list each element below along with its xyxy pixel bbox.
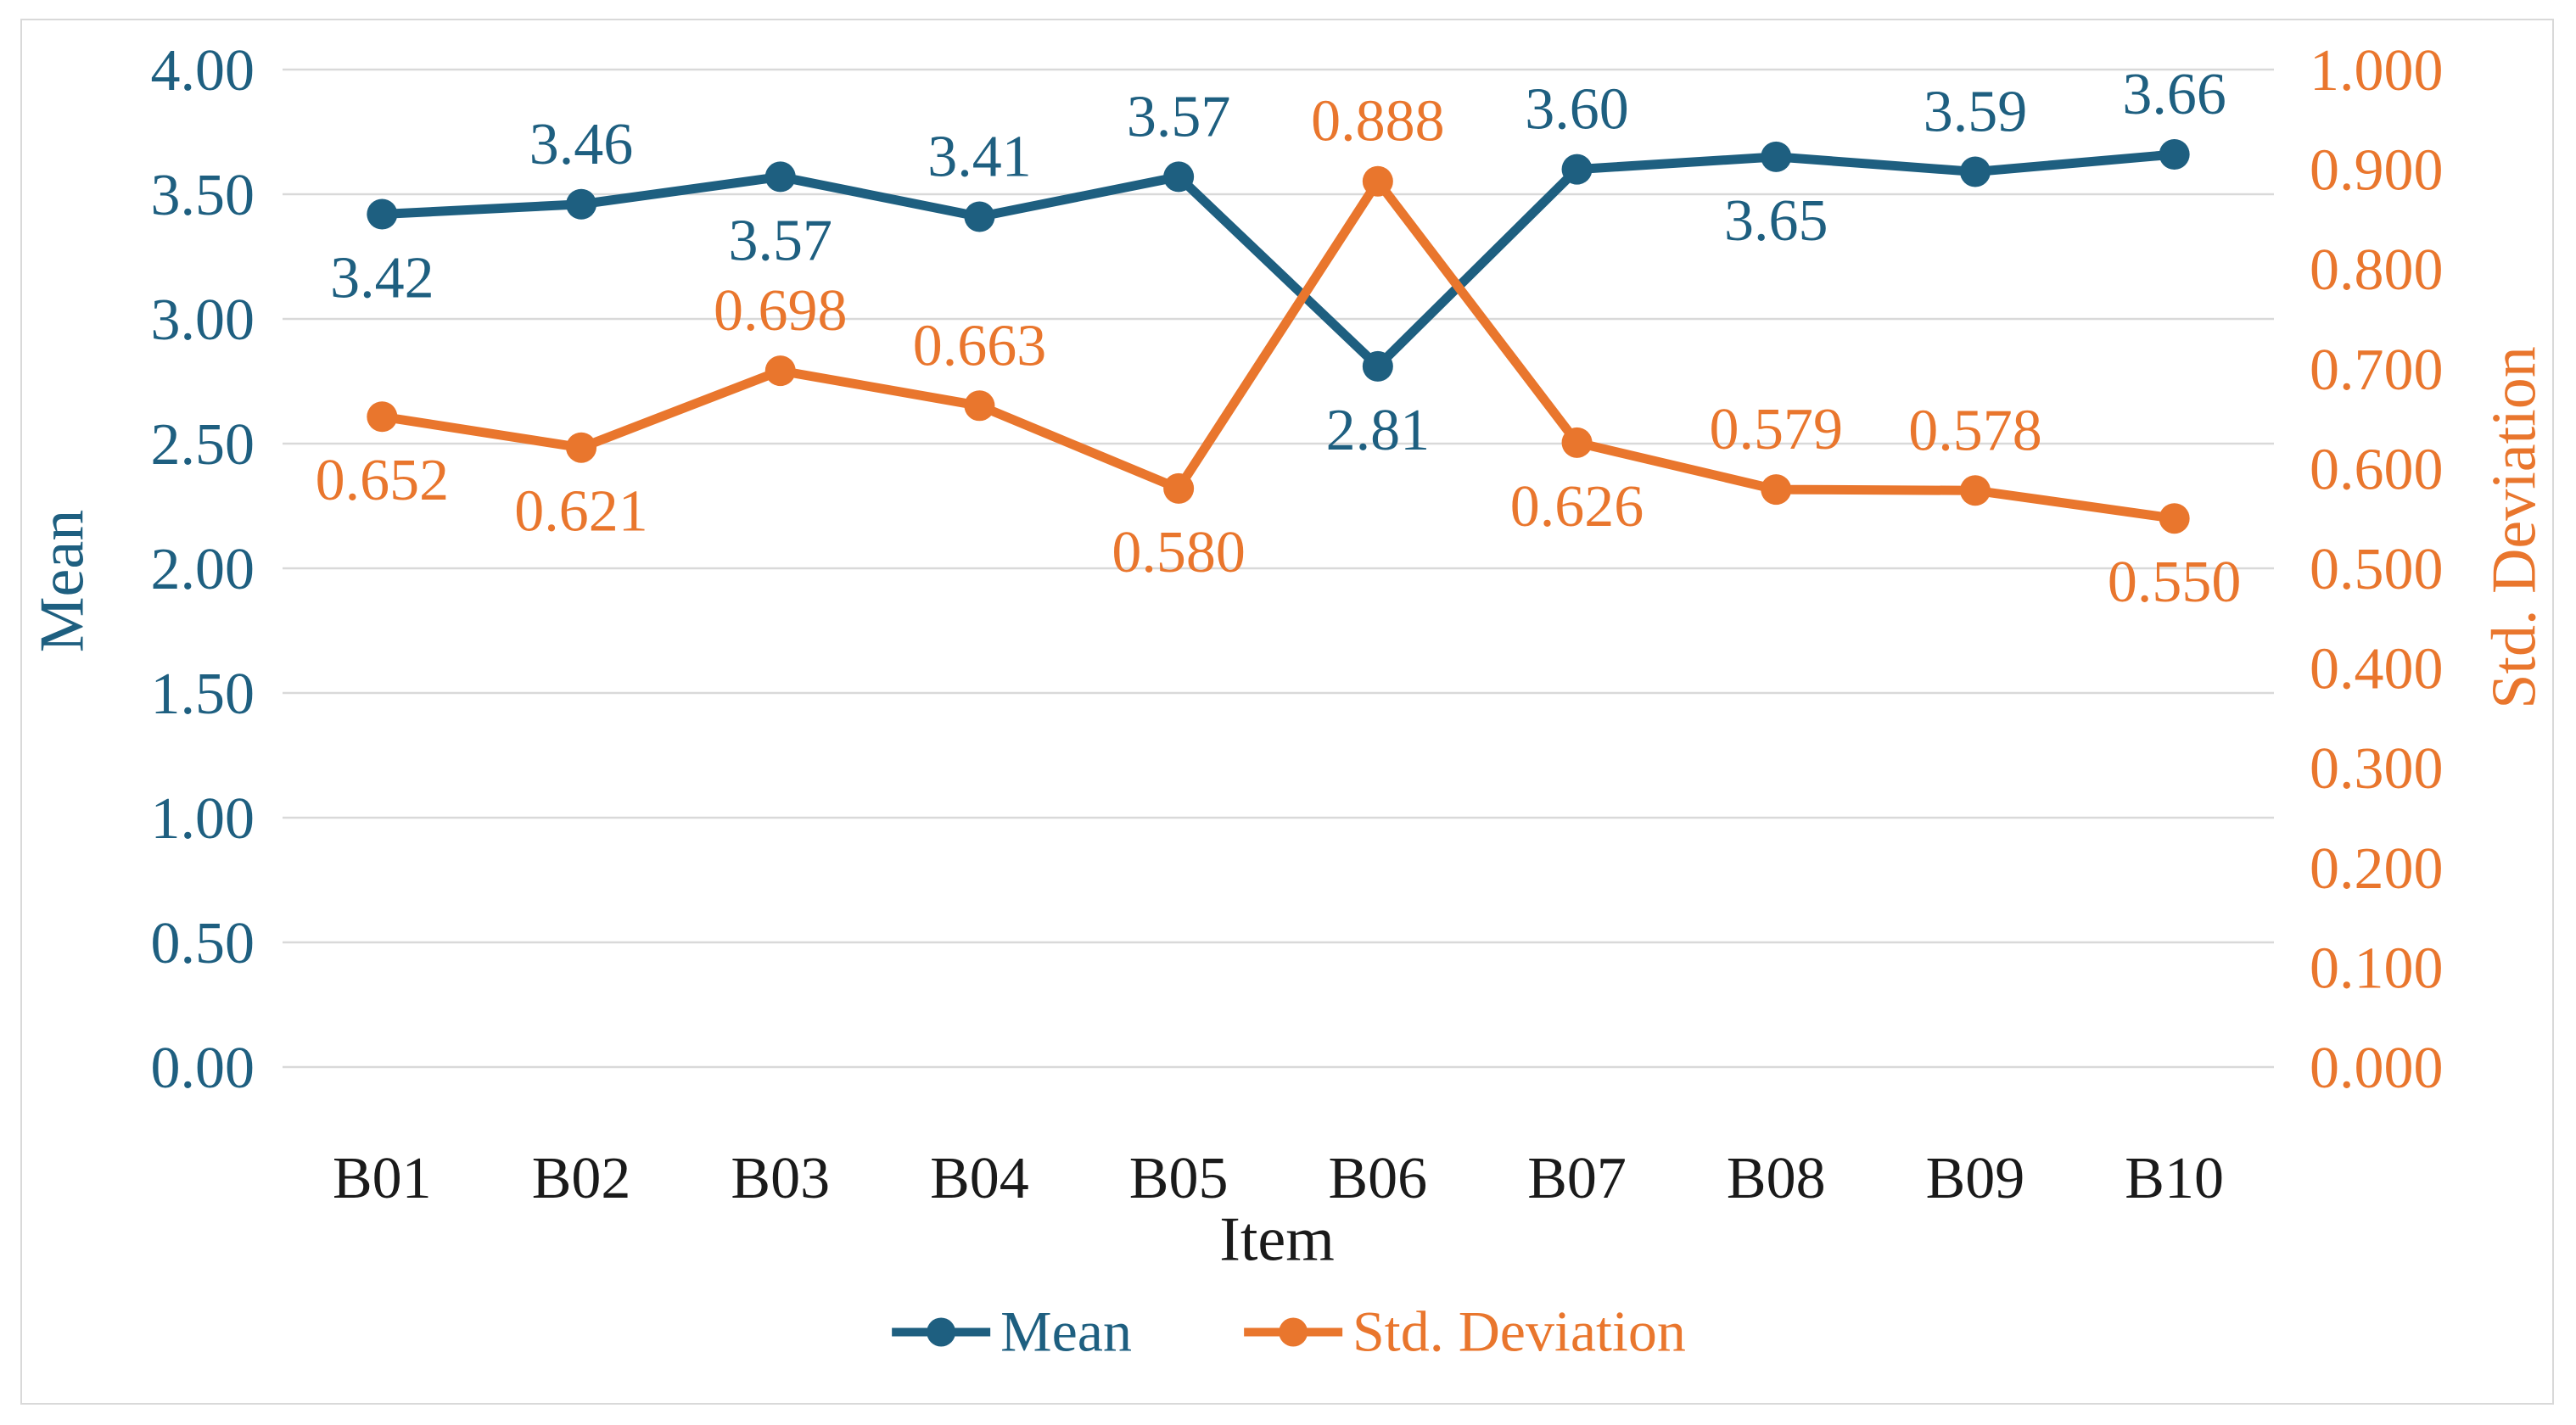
data-label-mean-B05: 3.57 (1127, 84, 1231, 149)
data-point-std-deviation-B02 (566, 432, 597, 463)
left-axis-tick-label: 1.00 (151, 786, 255, 852)
legend-item-std-deviation: Std. Deviation (1242, 1299, 1686, 1366)
right-axis-tick-label: 0.800 (2310, 238, 2444, 303)
data-label-mean-B02: 3.46 (529, 112, 634, 177)
x-axis-tick-label: B06 (1328, 1146, 1427, 1211)
right-axis-tick-label: 0.400 (2310, 637, 2444, 702)
right-axis-tick-label: 0.500 (2310, 537, 2444, 602)
data-label-std-deviation-B07: 0.626 (1510, 474, 1644, 539)
data-label-std-deviation-B01: 0.652 (316, 448, 450, 513)
data-label-std-deviation-B03: 0.698 (714, 278, 848, 344)
left-axis-title: Mean (27, 509, 98, 653)
data-label-mean-B10: 3.66 (2122, 62, 2226, 127)
x-axis-tick-label: B02 (532, 1146, 631, 1211)
series-line-std-deviation (377, 176, 2180, 523)
data-label-std-deviation-B10: 0.550 (2108, 550, 2242, 615)
x-axis-tick-label: B05 (1129, 1146, 1229, 1211)
std-deviation-line-marker-icon (1243, 1317, 1342, 1346)
data-label-std-deviation-B04: 0.663 (913, 313, 1047, 378)
legend: Mean Std. Deviation (890, 1299, 1686, 1366)
right-axis-tick-label: 1.000 (2310, 38, 2444, 103)
data-point-std-deviation-B04 (964, 390, 995, 422)
data-label-mean-B01: 3.42 (330, 246, 434, 311)
data-point-mean-B04 (964, 201, 995, 232)
legend-item-mean: Mean (890, 1299, 1132, 1366)
data-point-mean-B03 (764, 161, 796, 193)
legend-label-mean: Mean (1000, 1299, 1132, 1364)
right-axis-tick-label: 0.600 (2310, 437, 2444, 502)
left-axis-tick-label: 0.50 (151, 911, 255, 976)
left-axis-tick-label: 2.50 (151, 412, 255, 478)
data-point-std-deviation-B06 (1362, 165, 1393, 197)
left-axis-tick-label: 0.00 (151, 1036, 255, 1101)
right-axis-tick-label: 0.200 (2310, 836, 2444, 902)
data-label-std-deviation-B08: 0.579 (1710, 397, 1844, 462)
data-point-mean-B01 (367, 198, 398, 230)
data-label-mean-B09: 3.59 (1924, 80, 2028, 145)
left-axis-tick-label: 3.00 (151, 288, 255, 353)
figure-border (20, 19, 2554, 1405)
data-label-mean-B04: 3.41 (927, 124, 1032, 189)
series-line-mean (377, 149, 2180, 372)
data-label-mean-B03: 3.57 (729, 208, 833, 273)
right-axis-tick-label: 0.700 (2310, 338, 2444, 403)
left-axis-tick-label: 3.50 (151, 163, 255, 228)
data-label-mean-B06: 2.81 (1326, 398, 1431, 463)
data-point-std-deviation-B05 (1163, 472, 1195, 504)
right-axis-title: Std. Deviation (2479, 346, 2550, 709)
right-axis-tick-label: 0.900 (2310, 138, 2444, 204)
data-point-mean-B05 (1163, 161, 1195, 193)
left-axis-tick-label: 2.00 (151, 537, 255, 602)
data-point-std-deviation-B09 (1959, 475, 1991, 506)
data-point-std-deviation-B07 (1561, 427, 1593, 458)
data-label-std-deviation-B02: 0.621 (514, 479, 648, 545)
data-point-mean-B09 (1959, 156, 1991, 187)
x-axis-tick-label: B01 (333, 1146, 432, 1211)
right-axis-tick-label: 0.300 (2310, 736, 2444, 802)
data-label-std-deviation-B06: 0.888 (1311, 89, 1445, 154)
data-label-mean-B07: 3.60 (1525, 77, 1629, 142)
x-axis-title: Item (1219, 1204, 1335, 1275)
x-axis-tick-label: B08 (1727, 1146, 1826, 1211)
x-axis-tick-label: B10 (2125, 1146, 2224, 1211)
right-axis-tick-label: 0.000 (2310, 1036, 2444, 1101)
x-axis-tick-label: B03 (731, 1146, 830, 1211)
legend-label-std-deviation: Std. Deviation (1352, 1299, 1686, 1364)
x-axis-tick-label: B04 (930, 1146, 1029, 1211)
data-label-mean-B08: 3.65 (1724, 188, 1828, 254)
data-point-mean-B08 (1761, 141, 1792, 172)
data-label-std-deviation-B05: 0.580 (1112, 520, 1246, 585)
data-point-std-deviation-B01 (367, 401, 398, 433)
left-axis-tick-label: 1.50 (151, 662, 255, 727)
data-point-std-deviation-B10 (2159, 503, 2190, 534)
data-point-mean-B10 (2159, 138, 2190, 170)
mean-line-marker-icon (892, 1317, 991, 1346)
x-axis-tick-label: B09 (1926, 1146, 2025, 1211)
data-label-std-deviation-B09: 0.578 (1908, 398, 2042, 463)
x-axis-tick-label: B07 (1527, 1146, 1627, 1211)
data-point-std-deviation-B08 (1761, 474, 1792, 506)
data-point-mean-B02 (566, 188, 597, 220)
data-point-mean-B07 (1561, 154, 1593, 185)
data-point-std-deviation-B03 (764, 355, 796, 387)
left-axis-tick-label: 4.00 (151, 38, 255, 103)
right-axis-tick-label: 0.100 (2310, 936, 2444, 1001)
data-point-mean-B06 (1362, 350, 1393, 382)
